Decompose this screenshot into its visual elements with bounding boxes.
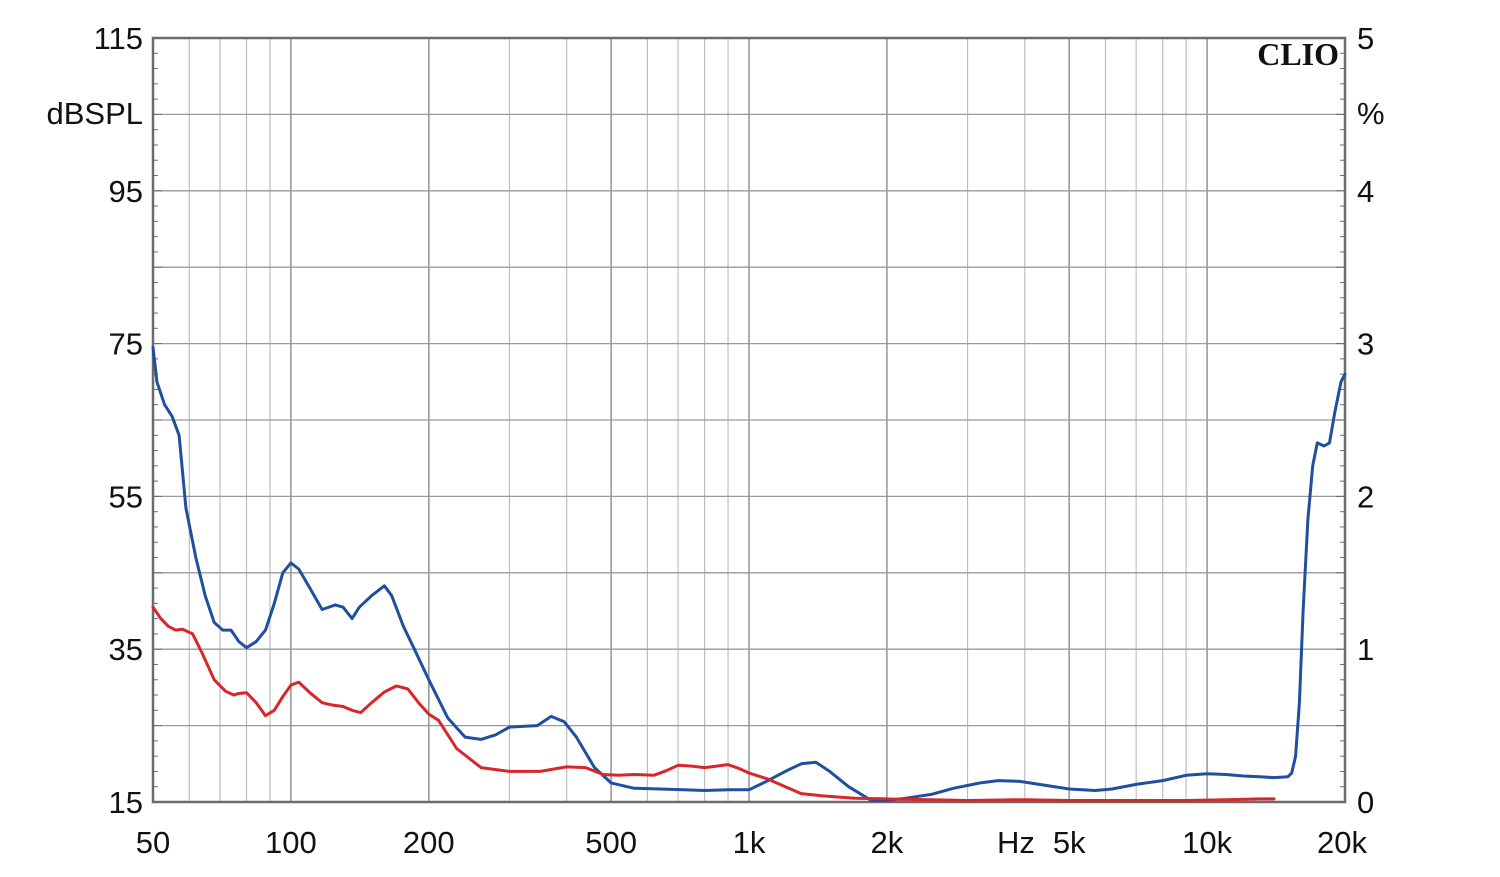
series-layer <box>151 345 1347 802</box>
y-left-tick-label: 35 <box>109 632 143 667</box>
x-tick-label: 100 <box>265 825 317 860</box>
y-right-tick-label: 2 <box>1357 479 1374 514</box>
y-right-tick-label: 5 <box>1357 21 1374 56</box>
y-left-tick-label: 75 <box>109 327 143 362</box>
x-tick-label: 2k <box>871 825 904 860</box>
y-axis-left-unit: dBSPL <box>46 96 143 131</box>
x-axis-ticks: 50 100 200 500 1k 2k 5k 10k 20k <box>136 825 1368 860</box>
plot-frame <box>151 36 1347 804</box>
y-right-tick-label: 4 <box>1357 174 1374 209</box>
series-line-1 <box>151 345 1347 802</box>
y-axis-right-ticks: 5 4 3 2 1 0 <box>1357 21 1374 820</box>
x-tick-label: 20k <box>1317 825 1367 860</box>
x-axis-unit: Hz <box>997 825 1035 860</box>
x-tick-label: 500 <box>585 825 637 860</box>
y-left-tick-label: 15 <box>109 785 143 820</box>
y-axis-right-unit: % <box>1357 96 1385 131</box>
y-right-tick-label: 0 <box>1357 785 1374 820</box>
x-tick-label: 50 <box>136 825 170 860</box>
y-right-tick-label: 3 <box>1357 327 1374 362</box>
x-tick-label: 10k <box>1182 825 1232 860</box>
x-tick-label: 1k <box>733 825 766 860</box>
major-gridlines <box>153 37 1345 803</box>
y-left-tick-label: 115 <box>94 21 143 56</box>
y-right-tick-label: 1 <box>1357 632 1374 667</box>
y-left-tick-label: 55 <box>109 479 143 514</box>
series-line-2 <box>151 605 1276 802</box>
clio-logo: CLIO <box>1257 36 1339 72</box>
x-tick-label: 5k <box>1053 825 1086 860</box>
x-tick-label: 200 <box>403 825 455 860</box>
y-axis-left-ticks: 115 95 75 55 35 15 <box>94 21 143 820</box>
y-left-tick-label: 95 <box>109 174 143 209</box>
